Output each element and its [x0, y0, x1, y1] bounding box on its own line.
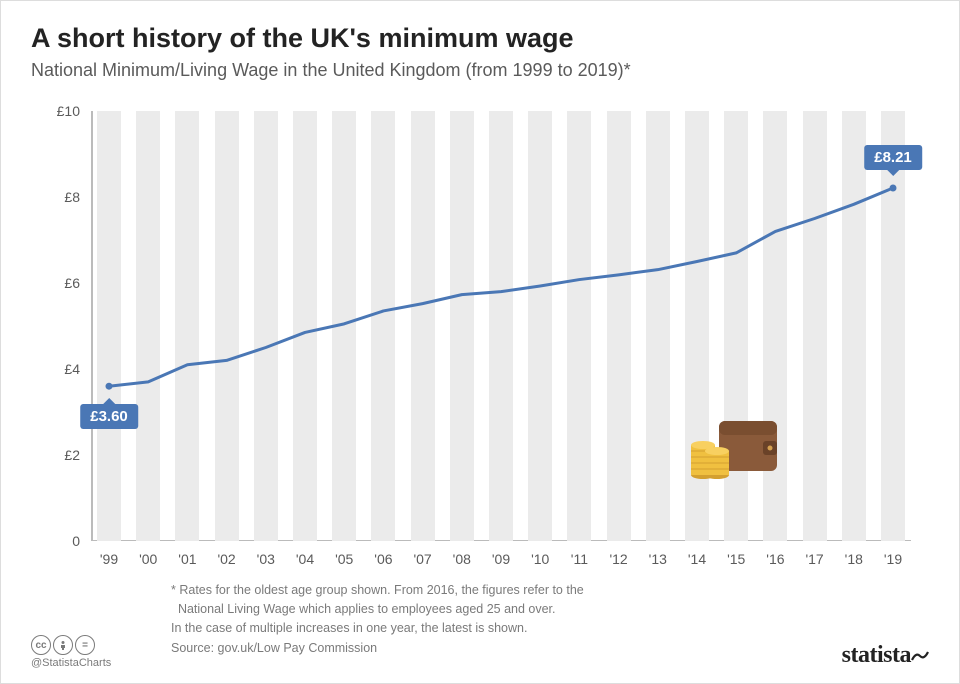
x-tick-label: '19	[884, 551, 902, 567]
y-axis: 0£2£4£6£8£10	[41, 111, 86, 541]
chart-subtitle: National Minimum/Living Wage in the Unit…	[31, 60, 929, 81]
footnote: * Rates for the oldest age group shown. …	[171, 581, 929, 637]
x-tick-label: '08	[453, 551, 471, 567]
x-tick-label: '18	[845, 551, 863, 567]
plot-area: £3.60£8.21	[91, 111, 911, 541]
x-tick-label: '14	[688, 551, 706, 567]
statista-logo: statista	[842, 642, 929, 669]
logo-flourish-icon	[911, 642, 929, 654]
x-tick-label: '02	[217, 551, 235, 567]
footnote-line: * Rates for the oldest age group shown. …	[171, 583, 584, 597]
x-tick-label: '04	[296, 551, 314, 567]
line-series	[91, 111, 911, 541]
cc-icon: cc	[31, 635, 51, 655]
y-tick-label: £4	[64, 361, 80, 377]
cc-by-icon	[53, 635, 73, 655]
cc-nd-icon: =	[75, 635, 95, 655]
x-tick-label: '16	[766, 551, 784, 567]
footer-row: cc = @StatistaCharts statista	[31, 635, 929, 669]
x-tick-label: '07	[413, 551, 431, 567]
x-tick-label: '11	[571, 551, 588, 567]
y-tick-label: £2	[64, 447, 80, 463]
x-tick-label: '01	[178, 551, 196, 567]
data-label-start: £3.60	[80, 404, 138, 429]
data-label-end: £8.21	[864, 145, 922, 170]
footnote-line: In the case of multiple increases in one…	[171, 621, 527, 635]
x-tick-label: '00	[139, 551, 157, 567]
x-tick-label: '17	[805, 551, 823, 567]
x-tick-label: '13	[649, 551, 667, 567]
brand-text: statista	[842, 642, 911, 668]
x-tick-label: '10	[531, 551, 549, 567]
x-tick-label: '06	[374, 551, 392, 567]
footnote-line: National Living Wage which applies to em…	[171, 602, 556, 616]
y-tick-label: £8	[64, 189, 80, 205]
chart-area: 0£2£4£6£8£10 £3.60£8.21 '99'00'01'02'03'…	[41, 101, 921, 571]
twitter-handle: @StatistaCharts	[31, 657, 111, 669]
attribution-block: cc = @StatistaCharts	[31, 635, 111, 669]
wallet-icon	[681, 401, 781, 491]
x-tick-label: '15	[727, 551, 745, 567]
y-tick-label: 0	[72, 533, 80, 549]
x-tick-label: '12	[609, 551, 627, 567]
y-tick-label: £6	[64, 275, 80, 291]
chart-title: A short history of the UK's minimum wage	[31, 23, 929, 54]
x-tick-label: '05	[335, 551, 353, 567]
x-axis: '99 '00 '01 '02 '03 '04 '05 '06 '07 '08 '09 '10 '11 '…	[91, 547, 911, 571]
y-tick-label: £10	[57, 103, 80, 119]
x-tick-label: '99	[100, 551, 118, 567]
infographic-container: A short history of the UK's minimum wage…	[0, 0, 960, 684]
x-tick-label: '09	[492, 551, 510, 567]
cc-license-icons: cc =	[31, 635, 111, 655]
x-tick-label: '03	[257, 551, 275, 567]
